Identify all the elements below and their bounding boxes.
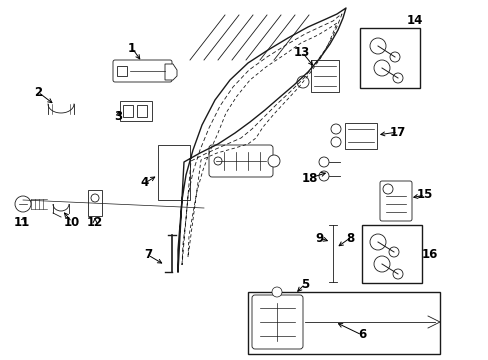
Bar <box>117 66 127 76</box>
Text: 13: 13 <box>293 45 309 58</box>
Bar <box>120 101 152 121</box>
FancyBboxPatch shape <box>251 295 303 349</box>
Circle shape <box>392 269 402 279</box>
Text: 18: 18 <box>301 171 318 184</box>
Circle shape <box>373 60 389 76</box>
Bar <box>345 123 376 149</box>
Circle shape <box>296 76 308 88</box>
Text: 2: 2 <box>34 85 42 99</box>
Text: 16: 16 <box>421 248 437 261</box>
Text: 14: 14 <box>406 13 422 27</box>
FancyBboxPatch shape <box>379 181 411 221</box>
Text: 12: 12 <box>87 216 103 229</box>
Circle shape <box>318 171 328 181</box>
Circle shape <box>15 196 31 212</box>
Text: 5: 5 <box>300 278 308 291</box>
Bar <box>158 145 190 200</box>
Text: 3: 3 <box>114 111 122 123</box>
Text: 6: 6 <box>357 328 366 342</box>
Circle shape <box>373 256 389 272</box>
Text: 4: 4 <box>141 176 149 189</box>
Bar <box>123 105 133 117</box>
Circle shape <box>392 73 402 83</box>
Circle shape <box>388 247 398 257</box>
Circle shape <box>382 184 392 194</box>
Bar <box>137 105 147 117</box>
Text: 7: 7 <box>143 248 152 261</box>
Text: 17: 17 <box>389 126 406 139</box>
Circle shape <box>330 137 340 147</box>
Text: 9: 9 <box>315 231 324 244</box>
Text: 1: 1 <box>128 41 136 54</box>
Circle shape <box>271 287 282 297</box>
FancyBboxPatch shape <box>208 145 272 177</box>
Bar <box>361 225 421 283</box>
Text: 15: 15 <box>416 189 432 202</box>
Text: 10: 10 <box>64 216 80 229</box>
Polygon shape <box>164 64 177 80</box>
Circle shape <box>318 157 328 167</box>
Circle shape <box>369 38 385 54</box>
Bar <box>359 28 419 88</box>
Circle shape <box>91 194 99 202</box>
Circle shape <box>214 157 222 165</box>
Text: 8: 8 <box>345 231 353 244</box>
Bar <box>88 190 102 216</box>
Text: 11: 11 <box>14 216 30 229</box>
FancyBboxPatch shape <box>113 60 172 82</box>
Circle shape <box>267 155 280 167</box>
Bar <box>310 60 338 92</box>
Circle shape <box>369 234 385 250</box>
Circle shape <box>330 124 340 134</box>
Circle shape <box>389 52 399 62</box>
Bar <box>247 292 439 354</box>
